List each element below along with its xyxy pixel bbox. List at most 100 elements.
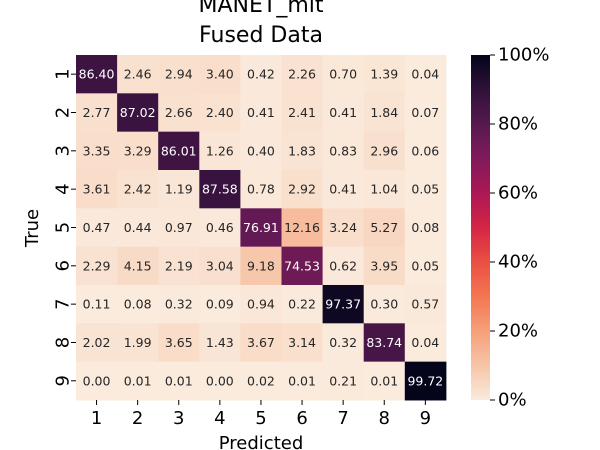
heatmap-cell (322, 208, 365, 248)
colorbar-tick-label: 0% (498, 390, 527, 411)
heatmap-cell-label: 0.44 (124, 220, 152, 235)
x-tick-label: 2 (132, 408, 143, 429)
heatmap-cell (281, 55, 324, 94)
heatmap-cell (363, 323, 406, 363)
heatmap-cell (322, 323, 365, 363)
heatmap-cell (76, 208, 118, 248)
heatmap-cell (76, 323, 118, 363)
chart-title-line-2: Fused Data (199, 23, 323, 48)
heatmap-cell-label: 1.99 (124, 335, 152, 350)
heatmap-cell-label: 3.24 (329, 220, 357, 235)
heatmap-cell-label: 0.04 (411, 335, 439, 350)
heatmap-cell-label: 3.04 (206, 258, 234, 273)
heatmap-cell-label: 0.62 (329, 258, 357, 273)
heatmap-cell (281, 131, 324, 171)
heatmap-cell (281, 208, 324, 248)
heatmap-cell-label: 2.41 (288, 105, 316, 120)
heatmap-cell-label: 0.94 (247, 297, 275, 312)
heatmap-cell-label: 0.01 (165, 373, 193, 388)
heatmap-cell-label: 2.29 (83, 258, 111, 273)
heatmap-cell-label: 2.19 (165, 258, 193, 273)
heatmap-cell (158, 131, 200, 171)
heatmap-cell-label: 0.47 (83, 220, 111, 235)
heatmap-cell (240, 208, 282, 248)
heatmap-cell-label: 0.06 (411, 143, 439, 158)
heatmap-cell-label: 1.39 (370, 67, 398, 82)
heatmap-cell (117, 55, 159, 94)
heatmap-cell-label: 3.65 (165, 335, 193, 350)
heatmap-cell (322, 131, 365, 171)
heatmap-cell (76, 284, 118, 324)
heatmap-cell (281, 169, 324, 209)
heatmap-cell (281, 361, 324, 401)
heatmap-cell-label: 2.02 (83, 335, 111, 350)
heatmap-cell-label: 3.14 (288, 335, 316, 350)
heatmap-cell (76, 361, 118, 401)
heatmap-cell (240, 93, 282, 133)
heatmap-cell-label: 0.97 (165, 220, 193, 235)
colorbar-ticks: 0% 20% 40% 60% 80% 100% (490, 45, 549, 411)
heatmap-cell (117, 284, 159, 324)
y-tick-label: 3 (53, 145, 74, 156)
heatmap-cell (240, 246, 282, 286)
heatmap-cell (117, 93, 159, 133)
heatmap-cell (404, 93, 447, 133)
heatmap-cell (281, 284, 324, 324)
heatmap-cell-label: 74.53 (284, 258, 320, 273)
heatmap-cell (240, 361, 282, 401)
heatmap-cell-label: 4.15 (124, 258, 152, 273)
heatmap-cell-label: 1.19 (165, 182, 193, 197)
heatmap-cell (240, 131, 282, 171)
colorbar-tick-label: 100% (498, 45, 549, 66)
heatmap-cell-label: 0.22 (288, 297, 316, 312)
heatmap-cell (158, 93, 200, 133)
heatmap-cell (281, 93, 324, 133)
y-tick-label: 4 (53, 183, 74, 194)
heatmap-cell (199, 246, 241, 286)
colorbar-tick-label: 20% (498, 321, 538, 342)
x-tick-label: 9 (420, 408, 431, 429)
heatmap-cell-label: 2.66 (165, 105, 193, 120)
heatmap-cell-label: 1.83 (288, 143, 316, 158)
heatmap-cell (199, 323, 241, 363)
heatmap-cell (158, 284, 200, 324)
colorbar (471, 55, 490, 400)
heatmap-cell-label: 3.67 (247, 335, 275, 350)
heatmap-cell-label: 0.41 (329, 182, 357, 197)
heatmap-cell-label: 3.35 (83, 143, 111, 158)
heatmap-cell-label: 0.40 (247, 143, 275, 158)
heatmap-cell (363, 55, 406, 94)
colorbar-tick-label: 40% (498, 252, 538, 273)
heatmap-cell (363, 361, 406, 401)
heatmap-cell-label: 0.70 (329, 67, 357, 82)
heatmap-cell-label: 0.11 (83, 297, 111, 312)
heatmap-cell-label: 83.74 (366, 335, 402, 350)
heatmap-cell (199, 131, 241, 171)
y-axis-label: True (22, 209, 43, 248)
heatmap-cell (363, 284, 406, 324)
heatmap-cell (199, 93, 241, 133)
heatmap-cell-label: 86.01 (161, 143, 197, 158)
heatmap-cell (158, 361, 200, 401)
y-axis-ticks: 1 2 3 4 5 6 7 8 9 (53, 68, 76, 387)
heatmap-cell-label: 97.37 (325, 297, 361, 312)
heatmap-cell (240, 284, 282, 324)
x-axis-ticks: 1 2 3 4 5 6 7 8 9 (91, 399, 431, 429)
heatmap-cell (240, 323, 282, 363)
heatmap-cell-label: 0.41 (247, 105, 275, 120)
x-tick-label: 7 (337, 408, 348, 429)
heatmap-cell-label: 0.09 (206, 297, 234, 312)
y-tick-label: 2 (53, 107, 74, 118)
heatmap-cell-label: 0.08 (411, 220, 439, 235)
heatmap-cell (76, 93, 118, 133)
y-tick-label: 9 (53, 375, 74, 386)
heatmap-cell-label: 0.07 (411, 105, 439, 120)
heatmap-cell (404, 55, 447, 94)
heatmap-cell-label: 0.41 (329, 105, 357, 120)
heatmap-cell-label: 0.32 (329, 335, 357, 350)
heatmap-cell-label: 0.83 (329, 143, 357, 158)
heatmap-cell (322, 361, 365, 401)
heatmap-cell-label: 0.05 (411, 182, 439, 197)
heatmap-cell (363, 93, 406, 133)
heatmap-cell-label: 12.16 (284, 220, 320, 235)
